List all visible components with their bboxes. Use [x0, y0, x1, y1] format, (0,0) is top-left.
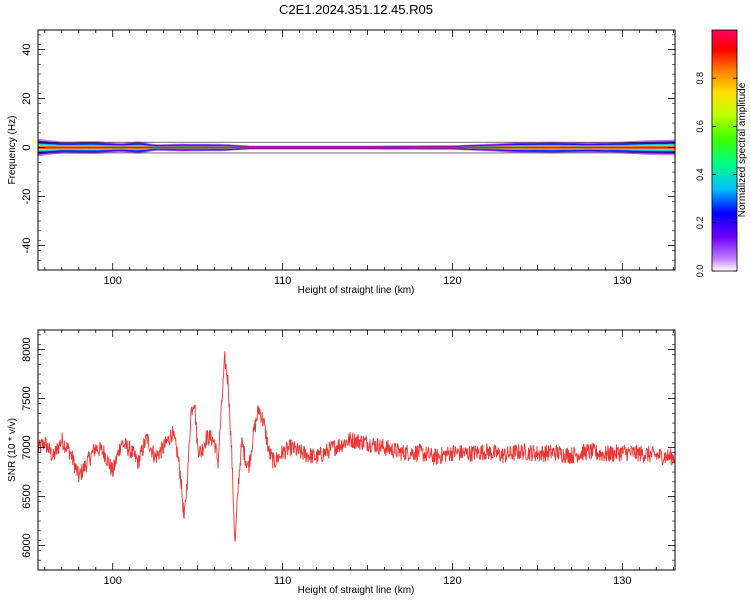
colorbar-gradient	[711, 29, 738, 272]
x-tick-label: 120	[443, 275, 461, 287]
snr-y-ticks: 6000 6500 7000 7500 8000	[21, 334, 675, 571]
heatmap-panel: 100 110 120 130 -40 -20 0 20 40 Height of strai…	[7, 29, 676, 296]
x-tick-label: 100	[104, 275, 122, 287]
y-tick-label: -20	[21, 189, 33, 205]
y-tick-label: 20	[21, 92, 33, 104]
y-tick-label: -40	[21, 238, 33, 254]
x-tick-label: 100	[104, 575, 122, 587]
colorbar-ticks: 0.0 0.2 0.4 0.6 0.8	[695, 72, 737, 277]
heatmap-contour	[38, 146, 675, 149]
snr-panel: 100 110 120 130 6000 6500 7000 7500 8000 Height…	[7, 329, 676, 596]
snr-frame	[37, 329, 676, 571]
heatmap-y-ticks: -40 -20 0 20 40	[21, 34, 675, 271]
x-tick-label: 110	[274, 575, 292, 587]
colorbar-tick-label: 0.4	[695, 168, 705, 181]
x-tick-label: 130	[613, 575, 631, 587]
colorbar-tick-label: 0.0	[695, 265, 705, 278]
y-tick-label: 0	[21, 144, 33, 150]
heatmap-x-axis-label: Height of straight line (km)	[298, 285, 415, 296]
snr-x-ticks: 100 110 120 130	[44, 330, 674, 587]
heatmap-frame	[37, 29, 676, 271]
x-tick-label: 120	[443, 575, 461, 587]
colorbar-tick-label: 0.2	[695, 217, 705, 230]
y-tick-label: 7000	[21, 435, 33, 459]
y-tick-label: 6500	[21, 484, 33, 508]
heatmap-band	[38, 138, 675, 157]
colorbar-label: Normalized spectral amplitude	[737, 82, 748, 217]
colorbar: 0.0 0.2 0.4 0.6 0.8 Normalized spectral ampl…	[695, 29, 748, 277]
heatmap-y-axis-label: Frequency (Hz)	[7, 116, 18, 185]
x-tick-label: 110	[274, 275, 292, 287]
y-tick-label: 7500	[21, 386, 33, 410]
y-tick-label: 40	[21, 43, 33, 55]
snr-x-axis-label: Height of straight line (km)	[298, 585, 415, 596]
colorbar-tick-label: 0.6	[695, 120, 705, 133]
chart-title: C2E1.2024.351.12.45.R05	[279, 2, 433, 17]
x-tick-label: 130	[613, 275, 631, 287]
colorbar-tick-label: 0.8	[695, 72, 705, 85]
y-tick-label: 8000	[21, 337, 33, 361]
heatmap-x-ticks: 100 110 120 130	[44, 30, 674, 287]
snr-series-line	[38, 351, 675, 542]
snr-y-axis-label: SNR (10 * v/v)	[7, 418, 18, 482]
y-tick-label: 6000	[21, 533, 33, 557]
